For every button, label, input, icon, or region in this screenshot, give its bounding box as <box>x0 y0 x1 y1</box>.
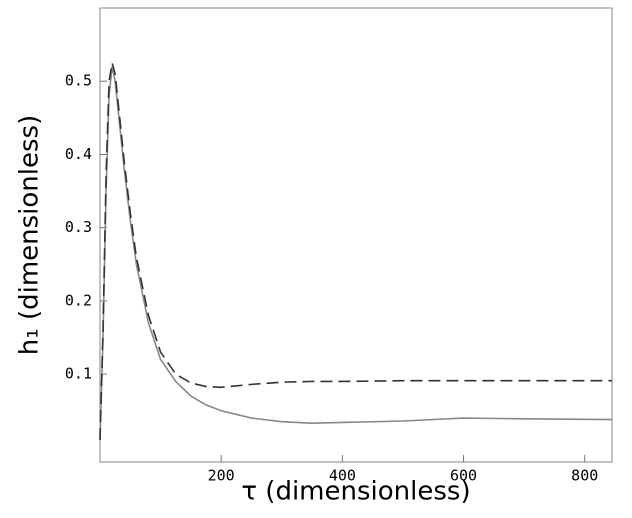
y-tick-label: 0.5 <box>65 72 92 90</box>
x-tick-label: 600 <box>450 467 477 485</box>
x-tick-label: 200 <box>208 467 235 485</box>
y-tick-label: 0.1 <box>65 365 92 383</box>
line-series <box>99 66 613 441</box>
plot-frame <box>99 7 613 463</box>
y-tick-label: 0.4 <box>65 145 92 163</box>
x-axis-label: τ (dimensionless) <box>241 477 470 507</box>
x-tick-label: 400 <box>329 467 356 485</box>
x-tick-label: 800 <box>571 467 598 485</box>
y-axis-label: h₁ (dimensionless) <box>15 115 45 355</box>
y-tick-label: 0.2 <box>65 291 92 309</box>
y-tick-label: 0.3 <box>65 218 92 236</box>
line-series <box>99 62 612 441</box>
